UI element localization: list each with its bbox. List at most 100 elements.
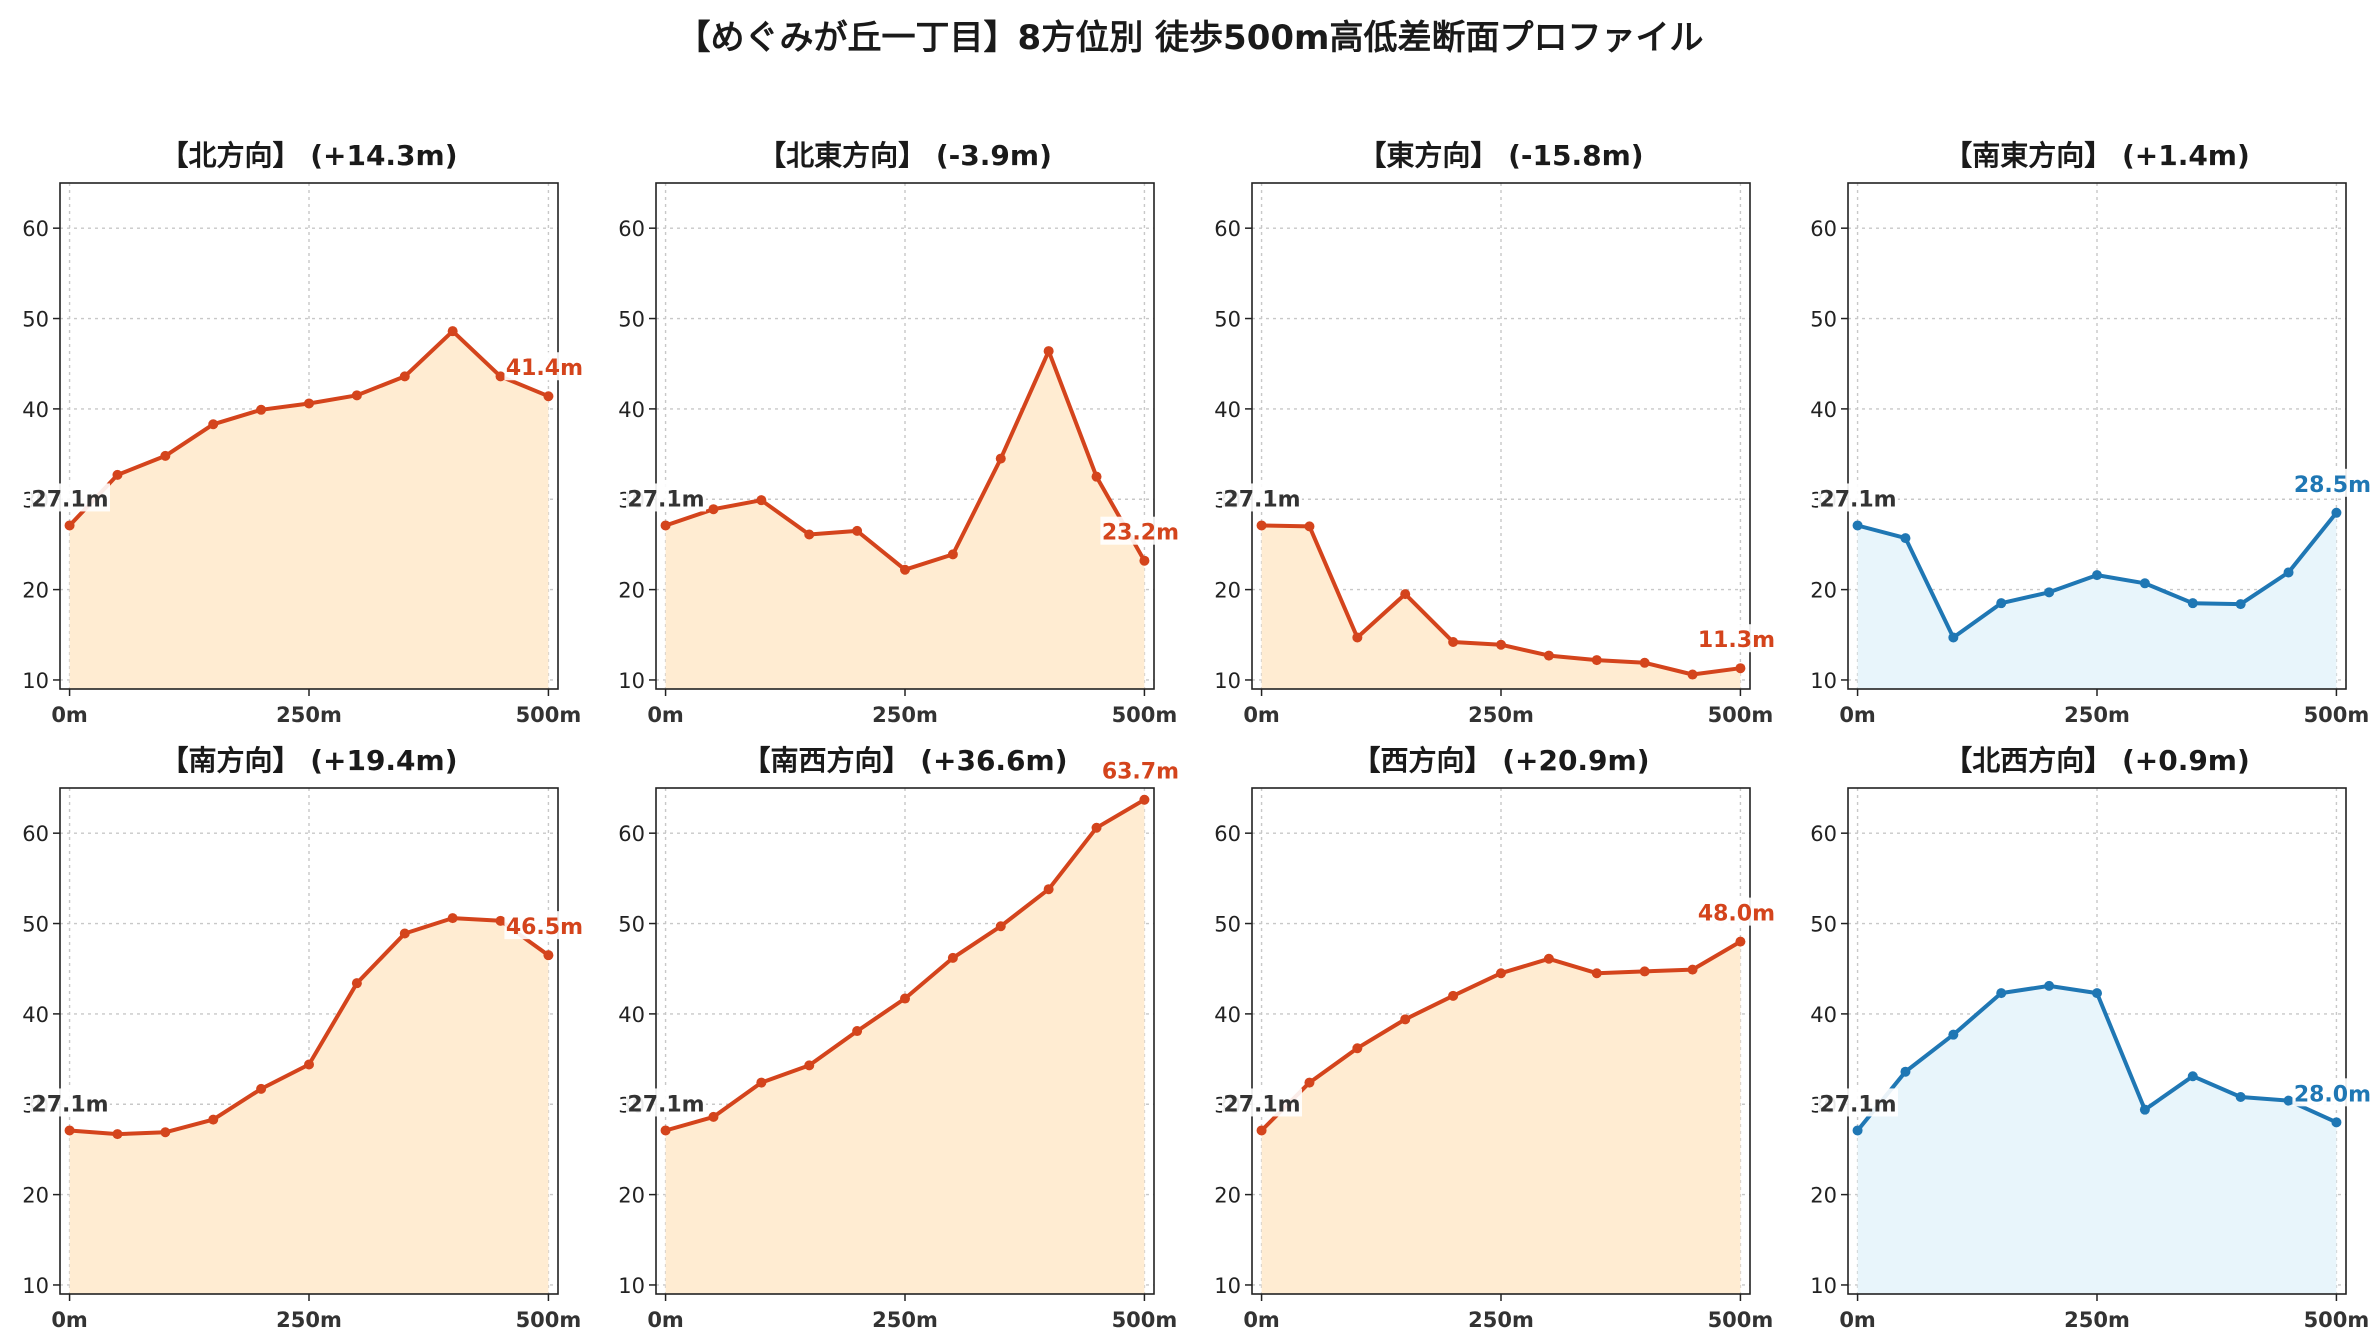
start-elevation-label: 27.1m bbox=[627, 1092, 704, 1117]
start-label-box bbox=[1222, 483, 1302, 512]
data-point bbox=[1996, 598, 2007, 609]
x-tick-label: 0m bbox=[1839, 1308, 1876, 1332]
plot-frame bbox=[1251, 182, 1751, 690]
data-point bbox=[447, 913, 458, 924]
end-elevation-label: 23.2m bbox=[1102, 521, 1179, 546]
start-elevation-label: 27.1m bbox=[1819, 1092, 1896, 1117]
data-point bbox=[947, 549, 958, 560]
y-tick-label: 20 bbox=[1214, 579, 1241, 603]
data-point bbox=[2044, 980, 2055, 991]
y-tick-label: 50 bbox=[1810, 913, 1837, 937]
plot-frame bbox=[1847, 182, 2347, 690]
y-tick-label: 60 bbox=[22, 217, 49, 241]
plot-frame bbox=[1847, 787, 2347, 1295]
data-point bbox=[2331, 1117, 2342, 1128]
data-point bbox=[1496, 639, 1506, 650]
y-tick-label: 60 bbox=[618, 822, 645, 846]
subplot-title: 【西方向】 (+20.9m) bbox=[1352, 744, 1649, 777]
y-tick-label: 20 bbox=[1214, 1184, 1241, 1208]
data-point bbox=[708, 1111, 719, 1122]
y-tick-label: 50 bbox=[618, 308, 645, 332]
y-tick-label: 40 bbox=[1214, 1003, 1241, 1027]
x-tick-label: 500m bbox=[2304, 1308, 2370, 1332]
data-point bbox=[1996, 988, 2007, 999]
end-label-box bbox=[2292, 1078, 2373, 1107]
data-point bbox=[1852, 520, 1863, 531]
area-fill bbox=[1261, 941, 1741, 1294]
start-label-box bbox=[30, 1088, 110, 1117]
y-tick-label: 40 bbox=[618, 398, 645, 422]
data-point bbox=[351, 390, 362, 401]
y-tick-label: 50 bbox=[1810, 308, 1837, 332]
data-point bbox=[304, 1059, 314, 1070]
area-fill bbox=[1857, 512, 2337, 689]
data-point bbox=[2187, 1071, 2198, 1082]
data-point bbox=[756, 1077, 767, 1088]
data-point bbox=[2283, 1095, 2294, 1106]
data-point bbox=[1139, 555, 1150, 566]
data-point bbox=[112, 469, 123, 480]
data-point bbox=[708, 504, 719, 515]
y-tick-label: 10 bbox=[1214, 669, 1241, 693]
data-point bbox=[1139, 794, 1150, 805]
data-point bbox=[399, 371, 410, 382]
data-point bbox=[256, 1083, 267, 1094]
data-point bbox=[447, 326, 458, 337]
data-point bbox=[256, 404, 267, 415]
x-tick-label: 500m bbox=[516, 703, 582, 727]
x-tick-label: 0m bbox=[1839, 703, 1876, 727]
area-fill bbox=[69, 918, 549, 1294]
end-label-box bbox=[1100, 516, 1181, 545]
y-tick-label: 40 bbox=[1214, 398, 1241, 422]
y-tick-label: 10 bbox=[618, 1274, 645, 1298]
data-point bbox=[1400, 589, 1411, 600]
data-point bbox=[112, 1129, 123, 1140]
data-point bbox=[1735, 936, 1746, 947]
data-point bbox=[495, 915, 506, 926]
y-tick-label: 20 bbox=[618, 579, 645, 603]
x-tick-label: 250m bbox=[1468, 1308, 1534, 1332]
data-point bbox=[660, 1125, 671, 1136]
plot-frame bbox=[1251, 787, 1751, 1295]
data-point bbox=[2044, 587, 2055, 598]
data-point bbox=[1852, 1125, 1863, 1136]
data-point bbox=[64, 520, 75, 531]
subplot: 【東方向】 (-15.8m)1020304050600m250m500m27.1… bbox=[1214, 139, 1777, 727]
data-point bbox=[900, 564, 910, 575]
start-elevation-label: 27.1m bbox=[31, 1092, 108, 1117]
data-point bbox=[1948, 1029, 1959, 1040]
y-tick-label: 40 bbox=[22, 398, 49, 422]
end-label-box bbox=[1696, 897, 1777, 926]
data-point bbox=[1639, 657, 1650, 668]
data-point bbox=[1400, 1014, 1411, 1025]
y-tick-label: 20 bbox=[22, 579, 49, 603]
y-tick-label: 60 bbox=[1810, 217, 1837, 241]
y-tick-label: 50 bbox=[618, 913, 645, 937]
x-tick-label: 0m bbox=[51, 1308, 88, 1332]
start-elevation-label: 27.1m bbox=[1819, 487, 1896, 512]
x-tick-label: 500m bbox=[1112, 703, 1178, 727]
y-tick-label: 50 bbox=[22, 913, 49, 937]
data-point bbox=[2331, 507, 2342, 518]
y-tick-label: 60 bbox=[22, 822, 49, 846]
subplot: 【南西方向】 (+36.6m)1020304050600m250m500m27.… bbox=[618, 744, 1181, 1332]
x-tick-label: 0m bbox=[1243, 1308, 1280, 1332]
y-tick-label: 60 bbox=[1214, 217, 1241, 241]
data-point bbox=[804, 529, 815, 540]
y-tick-label: 40 bbox=[22, 1003, 49, 1027]
x-tick-label: 250m bbox=[276, 703, 342, 727]
data-point bbox=[900, 993, 910, 1004]
subplot-title: 【北方向】 (+14.3m) bbox=[160, 139, 457, 172]
end-label-box bbox=[1696, 624, 1777, 653]
subplot-title: 【東方向】 (-15.8m) bbox=[1358, 139, 1643, 172]
data-point bbox=[208, 1114, 219, 1125]
start-elevation-label: 27.1m bbox=[627, 487, 704, 512]
data-point bbox=[947, 952, 958, 963]
data-point bbox=[1091, 822, 1102, 833]
x-tick-label: 0m bbox=[51, 703, 88, 727]
plot-frame bbox=[59, 787, 559, 1295]
data-point bbox=[1900, 533, 1911, 544]
data-point bbox=[1591, 655, 1602, 666]
y-tick-label: 10 bbox=[618, 669, 645, 693]
